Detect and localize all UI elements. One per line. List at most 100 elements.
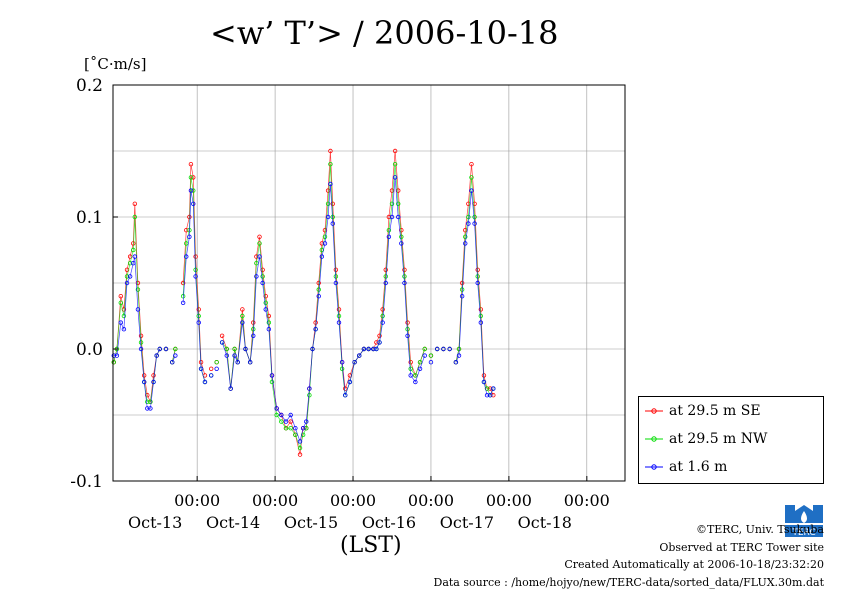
- x-tick-date-label: Oct-16: [362, 513, 416, 532]
- data-point: [214, 366, 219, 371]
- data-point: [180, 280, 186, 286]
- data-point: [208, 366, 214, 371]
- x-tick-time-label: 00:00: [330, 491, 376, 510]
- data-point: [478, 320, 484, 325]
- y-tick-label: 0.1: [76, 208, 103, 228]
- grid-lines: [113, 85, 625, 481]
- data-point: [491, 393, 496, 398]
- data-point: [408, 366, 413, 371]
- data-point: [319, 254, 325, 259]
- data-point: [428, 360, 434, 365]
- data-point: [408, 373, 413, 378]
- series-line: [182, 177, 206, 383]
- data-point: [361, 346, 367, 352]
- series-layer: [111, 148, 496, 457]
- data-point: [191, 175, 196, 180]
- data-point: [240, 307, 245, 312]
- data-point: [307, 393, 312, 398]
- data-point: [386, 227, 392, 233]
- series-line: [455, 190, 494, 396]
- data-point: [304, 426, 309, 431]
- data-point: [135, 307, 141, 312]
- data-point: [325, 214, 331, 220]
- data-point: [330, 201, 335, 206]
- data-point: [188, 161, 194, 167]
- plot-frame: [112, 84, 626, 482]
- data-point: [402, 280, 407, 286]
- data-point: [274, 412, 279, 418]
- data-point: [422, 346, 427, 352]
- x-tick-date-label: Oct-14: [206, 513, 260, 532]
- data-point: [357, 353, 362, 358]
- data-point: [396, 214, 401, 220]
- x-tick-date-label: Oct-13: [128, 513, 182, 532]
- data-point: [187, 214, 192, 220]
- data-point: [328, 148, 333, 154]
- data-point: [417, 360, 423, 365]
- legend-item-low: at 1.6 m: [645, 456, 727, 478]
- chart-title: <w’ T’> / 2006-10-18: [210, 14, 559, 52]
- created-text: Created Automatically at 2006-10-18/23:3…: [564, 558, 824, 571]
- legend-marker-se: [645, 408, 663, 414]
- data-point: [389, 214, 395, 220]
- data-point: [202, 379, 208, 385]
- credits: ©TERC, Univ. Tsukuba Observed at TERC To…: [434, 521, 825, 591]
- data-point: [399, 234, 404, 239]
- legend-label-nw: at 29.5 m NW: [669, 431, 768, 447]
- data-point: [417, 366, 423, 371]
- data-point: [313, 320, 318, 325]
- data-point: [316, 287, 321, 292]
- data-point: [374, 340, 379, 345]
- data-point: [274, 406, 279, 411]
- data-point: [254, 274, 259, 279]
- series-line: [182, 190, 206, 383]
- data-point: [118, 320, 123, 325]
- data-point: [266, 327, 272, 332]
- data-point: [135, 287, 141, 292]
- data-point: [132, 254, 138, 259]
- data-point: [293, 426, 298, 431]
- data-point: [328, 181, 333, 187]
- data-point: [263, 300, 268, 305]
- data-point: [456, 353, 462, 358]
- data-point: [422, 353, 427, 358]
- data-point: [148, 399, 153, 404]
- data-point: [469, 188, 474, 193]
- data-point: [466, 214, 471, 220]
- data-point: [279, 412, 284, 418]
- data-point: [111, 360, 116, 365]
- data-point: [463, 234, 468, 239]
- series-line: [113, 216, 161, 403]
- data-point: [266, 320, 272, 325]
- data-point: [279, 419, 284, 424]
- data-point: [170, 360, 175, 365]
- data-point: [487, 393, 493, 398]
- series-line: [221, 164, 426, 450]
- data-point: [257, 234, 262, 239]
- data-point: [336, 313, 342, 319]
- series-2: [111, 175, 496, 444]
- legend-item-nw: at 29.5 m NW: [645, 428, 767, 450]
- data-point: [339, 360, 345, 365]
- data-point: [151, 373, 156, 378]
- data-point: [408, 360, 413, 365]
- data-point: [184, 227, 189, 233]
- data-point: [336, 307, 342, 312]
- data-point: [188, 188, 194, 193]
- data-point: [466, 221, 471, 226]
- data-point: [392, 175, 398, 180]
- y-unit-label: [˚C·m/s]: [84, 55, 147, 73]
- data-point: [257, 241, 262, 246]
- data-point: [377, 340, 382, 345]
- data-point: [389, 201, 395, 206]
- data-point: [145, 399, 150, 404]
- data-point: [459, 294, 465, 299]
- data-point: [478, 313, 484, 319]
- data-point: [254, 254, 259, 259]
- copyright-text: ©TERC, Univ. Tsukuba: [695, 523, 824, 536]
- legend-marker-low: [645, 464, 663, 470]
- data-point: [475, 280, 480, 286]
- x-tick-date-label: Oct-15: [284, 513, 338, 532]
- series-line: [455, 177, 494, 397]
